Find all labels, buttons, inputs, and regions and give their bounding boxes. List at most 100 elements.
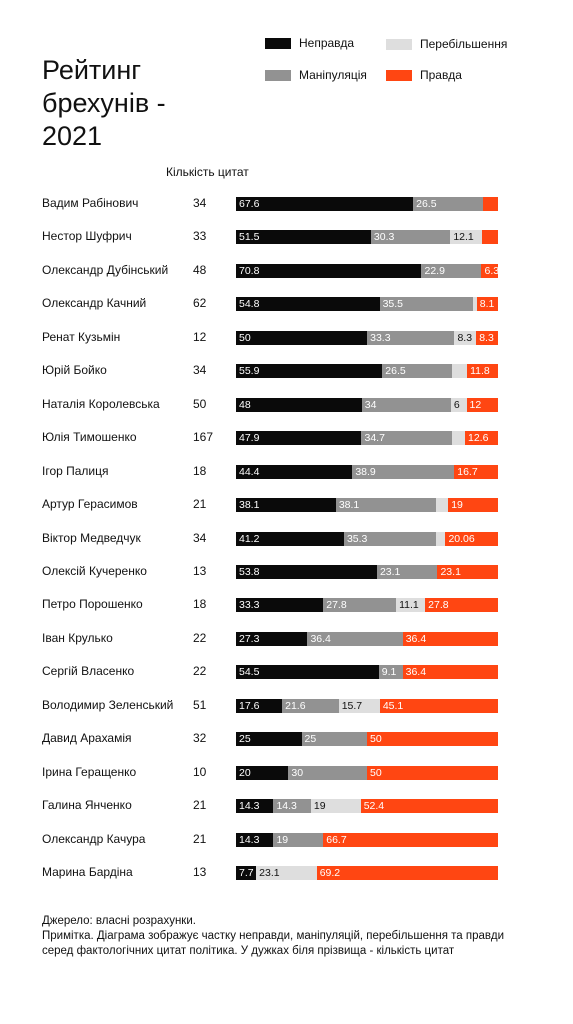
- bar-segment-truth: [454, 464, 498, 479]
- stacked-bar: 27.3 36.4 36.4: [236, 631, 498, 646]
- bar-segment-falsehood: [236, 564, 377, 579]
- quote-count: 32: [193, 731, 207, 746]
- bar-label-falsehood: 38.1: [239, 499, 260, 512]
- bar-label-truth: 19: [451, 499, 463, 512]
- chart-row: Олександр Качура 21 14.3 19 66.7: [0, 832, 573, 848]
- bar-label-truth: 36.4: [405, 632, 427, 645]
- chart-row: Нестор Шуфрич 33 51.5 30.3 12.1: [0, 229, 573, 245]
- source-note: Джерело: власні розрахунки.: [42, 915, 196, 927]
- bar-segment-manipulation: [421, 263, 482, 278]
- bar-segment-manipulation: [343, 531, 437, 546]
- bar-label-manipulation: 21.6: [285, 699, 306, 712]
- bar-segment-manipulation: [273, 799, 311, 814]
- bar-segment-manipulation: [288, 765, 367, 780]
- legend-swatch-exaggeration: [386, 39, 412, 50]
- bar-label-manipulation: 23.1: [379, 565, 401, 578]
- politician-name: Юлія Тимошенко: [42, 430, 137, 445]
- bar-segment-falsehood: [236, 765, 289, 780]
- bar-label-truth: 16.7: [457, 465, 478, 478]
- bar-segment-truth: [476, 297, 498, 312]
- stacked-bar: 20 30 50: [236, 765, 498, 780]
- bar-label-falsehood: 48: [239, 398, 251, 411]
- bar-label-truth: 50: [370, 733, 382, 746]
- bar-segment-manipulation: [379, 297, 473, 312]
- bar-segment-truth: [316, 866, 498, 880]
- bar-label-exaggeration: 11.1: [399, 599, 419, 612]
- bar-segment-truth: [323, 832, 498, 847]
- legend-label-exaggeration: Перебільшення: [420, 37, 508, 51]
- chart-row: Юлія Тимошенко 167 47.9 34.7 12.6: [0, 430, 573, 446]
- bar-segment-falsehood: [236, 230, 371, 245]
- bar-label-truth: 27.8: [428, 599, 449, 612]
- bar-label-exaggeration: 6: [453, 398, 460, 411]
- bar-label-falsehood: 14.3: [239, 800, 260, 813]
- quote-count: 51: [193, 697, 207, 712]
- quote-count: 18: [193, 597, 207, 612]
- count-column-header: Кількість цитат: [166, 165, 249, 179]
- bar-segment-exaggeration: [450, 397, 467, 412]
- bar-segment-exaggeration: [451, 364, 468, 379]
- stacked-bar: 7.7 23.1 69.2: [236, 866, 498, 880]
- stacked-bar: 54.5 9.1 36.4: [236, 665, 498, 680]
- bar-label-falsehood: 54.8: [239, 298, 260, 311]
- bar-segment-truth: [437, 564, 498, 579]
- legend-swatch-truth: [386, 70, 412, 81]
- bar-segment-falsehood: [236, 698, 283, 713]
- bar-segment-truth: [466, 397, 498, 412]
- quote-count: 50: [193, 396, 207, 411]
- chart-row: Віктор Медведчук 34 41.2 35.3 20.06: [0, 531, 573, 547]
- bar-segment-truth: [448, 498, 498, 513]
- politician-name: Олексій Кучеренко: [42, 563, 147, 578]
- chart-row: Володимир Зеленський 51 17.6 21.6 15.7 45.1: [0, 698, 573, 714]
- quote-count: 34: [193, 530, 207, 545]
- politician-name: Юрій Бойко: [42, 363, 107, 378]
- bar-label-manipulation: 35.3: [346, 532, 368, 545]
- bar-segment-truth: [425, 598, 498, 613]
- chart-row: Наталія Королевська 50 48 34 6 12: [0, 397, 573, 413]
- bar-label-falsehood: 33.3: [239, 599, 260, 612]
- quote-count: 10: [193, 764, 207, 779]
- bar-label-truth: 12.6: [467, 432, 489, 445]
- bar-segment-exaggeration: [338, 698, 380, 713]
- bar-label-exaggeration: 8.3: [457, 331, 473, 344]
- stacked-bar: 55.9 26.5 11.8: [236, 364, 498, 379]
- bar-segment-falsehood: [236, 464, 353, 479]
- bar-label-falsehood: 53.8: [239, 565, 260, 578]
- stacked-bar: 17.6 21.6 15.7 45.1: [236, 698, 498, 713]
- bar-segment-exaggeration: [396, 598, 426, 613]
- bar-label-exaggeration: 12.1: [453, 231, 474, 244]
- chart-row: Сергій Власенко 22 54.5 9.1 36.4: [0, 664, 573, 680]
- bar-label-falsehood: 55.9: [239, 365, 260, 378]
- bar-label-manipulation: 36.4: [310, 632, 331, 645]
- bar-segment-manipulation: [282, 698, 339, 713]
- bar-label-manipulation: 9.1: [381, 666, 397, 679]
- bar-segment-exaggeration: [256, 866, 317, 880]
- bar-label-manipulation: 35.5: [382, 298, 403, 311]
- politician-name: Віктор Медведчук: [42, 530, 141, 545]
- chart-row: Вадим Рабінович 34 67.6 26.5: [0, 196, 573, 212]
- chart-row: Юрій Бойко 34 55.9 26.5 11.8: [0, 363, 573, 379]
- bar-segment-manipulation: [352, 464, 455, 479]
- bar-label-truth: 50: [370, 766, 382, 779]
- bar-segment-truth: [482, 197, 498, 211]
- bar-segment-falsehood: [236, 263, 422, 278]
- legend-swatch-manipulation: [265, 70, 291, 81]
- bar-segment-exaggeration: [472, 297, 477, 312]
- politician-name: Марина Бардіна: [42, 865, 133, 879]
- politician-name: Вадим Рабінович: [42, 196, 139, 210]
- stacked-bar: 41.2 35.3 20.06: [236, 531, 498, 546]
- bar-label-truth: 20.06: [448, 532, 475, 545]
- bar-segment-manipulation: [367, 330, 455, 345]
- bar-label-manipulation: 34.7: [364, 432, 385, 445]
- bar-label-falsehood: 51.5: [239, 231, 260, 244]
- quote-count: 22: [193, 630, 207, 645]
- stacked-bar: 70.8 22.9 6.3: [236, 263, 499, 278]
- bar-label-falsehood: 27.3: [239, 632, 260, 645]
- bar-label-falsehood: 14.3: [239, 833, 260, 846]
- bar-segment-manipulation: [370, 230, 451, 245]
- bar-segment-falsehood: [236, 531, 344, 546]
- bar-label-manipulation: 26.5: [385, 365, 406, 378]
- politician-name: Ірина Геращенко: [42, 764, 137, 779]
- bar-segment-manipulation: [361, 397, 451, 412]
- bar-label-truth: 11.8: [470, 365, 490, 378]
